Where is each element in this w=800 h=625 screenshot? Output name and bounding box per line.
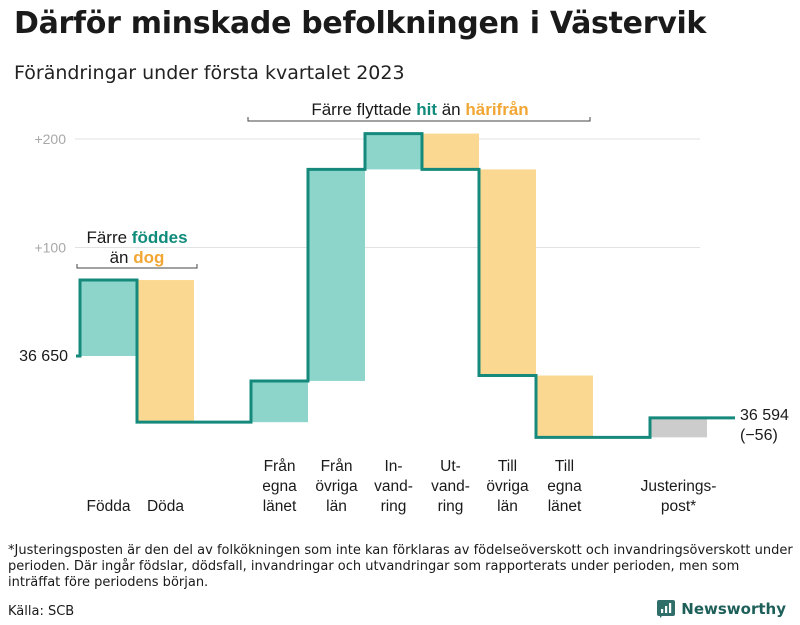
waterfall-bar [137, 280, 194, 423]
category-label: Döda [147, 498, 184, 515]
newsworthy-logo-icon [657, 600, 676, 618]
category-label: Från egna länet [262, 458, 297, 515]
waterfall-bar [308, 169, 365, 381]
brand-logo[interactable]: Newsworthy [657, 600, 786, 618]
annotation-births-line2: än dog [110, 248, 165, 267]
waterfall-bar [536, 375, 593, 438]
annotation-births-line1: Färre föddes [86, 228, 187, 247]
category-label: Justerings-post* [641, 478, 717, 515]
waterfall-bar [650, 417, 707, 438]
waterfall-bar [365, 133, 422, 170]
footnote: *Justeringsposten är den del av folkökni… [8, 543, 793, 590]
brand-name: Newsworthy [681, 600, 786, 618]
annotation-migration: Färre flyttade hit än härifrån [311, 100, 528, 119]
source-label: Källa: SCB [8, 604, 75, 619]
annotation-bracket [76, 264, 198, 269]
y-tick-label: +200 [34, 131, 66, 147]
end-change-label: (−56) [740, 427, 778, 444]
end-value-label: 36 594 [740, 407, 789, 424]
waterfall-bar [479, 169, 536, 376]
category-label: Till egna länet [547, 458, 582, 515]
category-label: In-vand-ring [374, 458, 413, 515]
category-label: Från övriga län [315, 458, 358, 515]
waterfall-bar [251, 380, 308, 423]
category-label: Till övriga län [486, 458, 529, 515]
category-label: Födda [87, 498, 131, 515]
y-tick-label: +100 [34, 240, 66, 256]
chart-title: Därför minskade befolkningen i Västervik [14, 6, 707, 41]
waterfall-bar [422, 133, 479, 170]
level-line [76, 132, 735, 439]
start-value-label: 36 650 [19, 348, 68, 365]
waterfall-chart: +200 +100 36 650 36 594 (−56) Födda Döda Från eg… [19, 100, 789, 515]
waterfall-bar [80, 280, 137, 356]
annotation-bracket [247, 117, 591, 122]
chart-subtitle: Förändringar under första kvartalet 2023 [14, 62, 405, 84]
category-label: Ut-vand-ring [431, 458, 470, 515]
